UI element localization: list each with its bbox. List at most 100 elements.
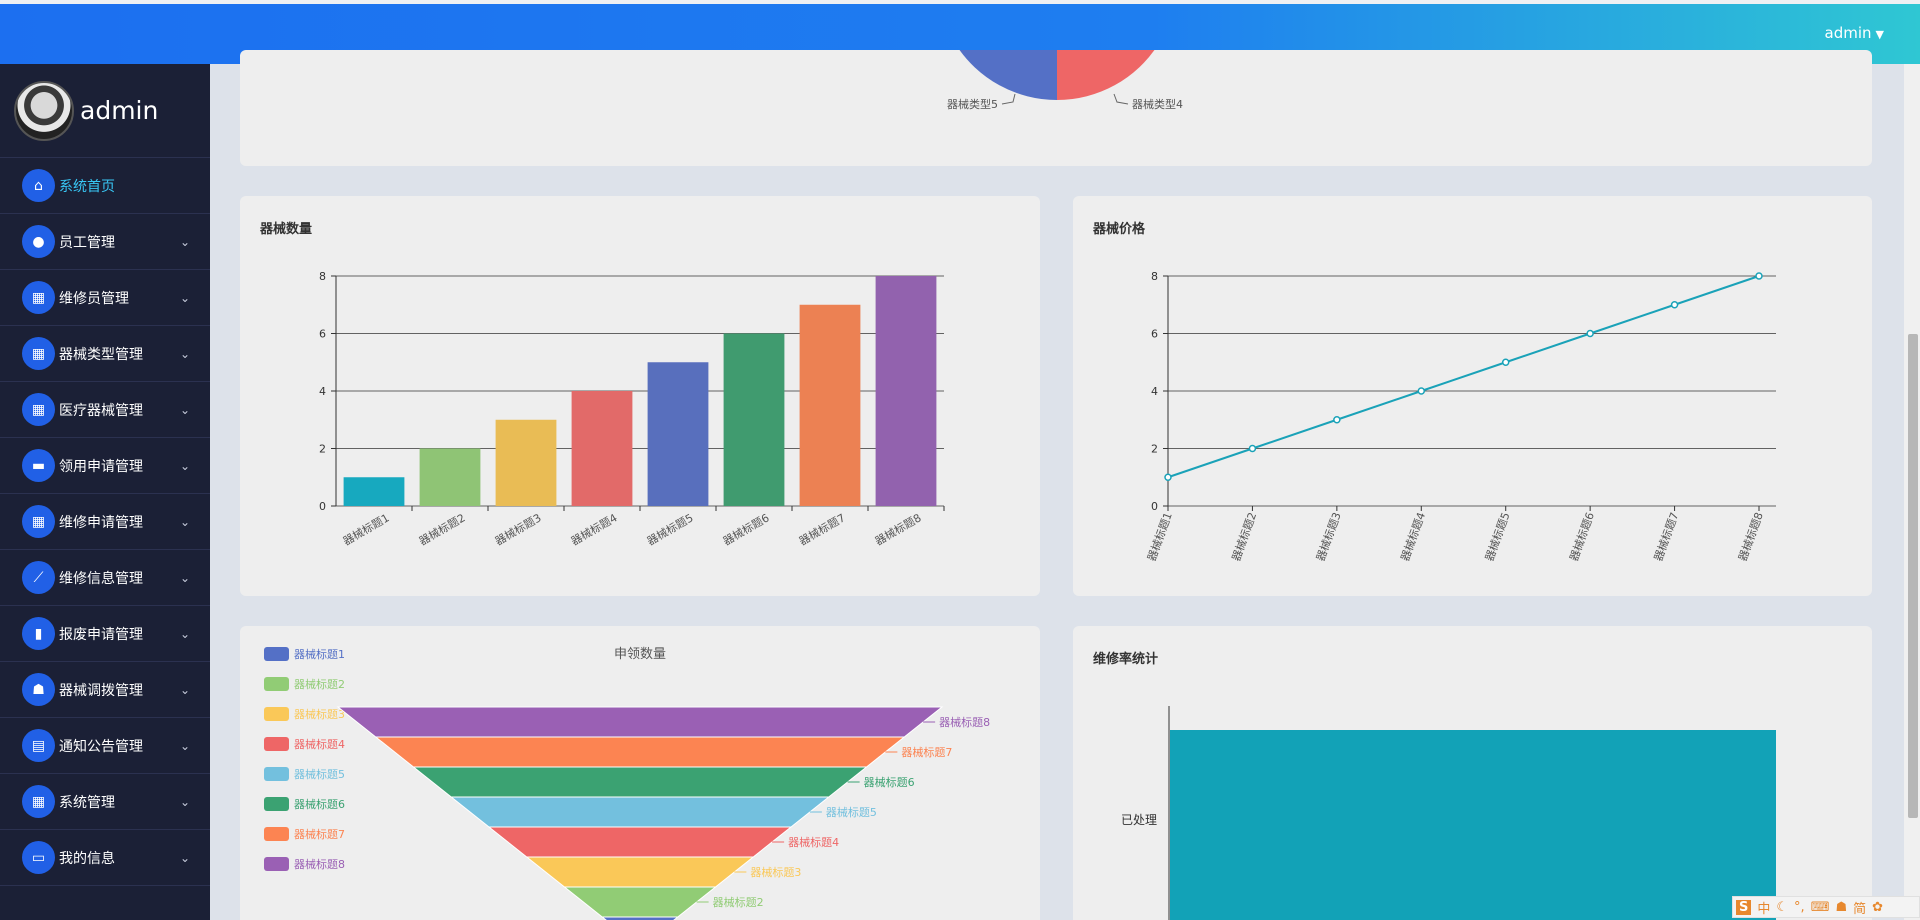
user-menu[interactable]: admin ▼ (1825, 24, 1884, 42)
ime-toolbar[interactable]: S 中 ☾ °, ⌨ ☗ 简 ✿ (1732, 896, 1920, 918)
repair-bar-chart: 已处理 (1121, 706, 1776, 920)
pie-card: 器械类型5 器械类型4 (240, 0, 1872, 166)
chevron-down-icon: ⌄ (179, 570, 190, 585)
grid-icon: ▦ (22, 505, 55, 538)
bar (875, 276, 937, 506)
funnel-label: 器械标题4 (788, 835, 839, 849)
ime-punct-icon[interactable]: °, (1794, 899, 1805, 915)
x-tick-label: 器械标题6 (720, 510, 771, 548)
pie-label-line (1001, 93, 1016, 105)
ime-user-icon[interactable]: ☗ (1835, 899, 1848, 915)
ime-moon-icon[interactable]: ☾ (1776, 899, 1789, 915)
funnel-chart-title: 申领数量 (614, 647, 666, 662)
sidebar-item-1[interactable]: ⌂ 系统首页 (0, 158, 210, 214)
x-tick-label: 器械标题6 (1566, 510, 1597, 563)
funnel-label: 器械标题8 (939, 715, 990, 729)
funnel-label: 器械标题2 (713, 895, 764, 909)
sidebar-item-label: 器械调拨管理 (59, 682, 143, 699)
funnel-card: 申领数量 器械标题1 器械标题2 器械标题3 器械标题4 器械标题5 器械标题6 器械标题7 器… (240, 626, 1040, 920)
bar (647, 362, 709, 506)
sidebar-item-7[interactable]: ▦ 维修申请管理 ⌄ (0, 494, 210, 550)
price-line-chart: 0 2 4 6 8 器械标题1 器械标题2 器械标题3 器械标题4 器械标题5 器械标题6 器械标题7… (1144, 270, 1776, 563)
bar-chart-icon: ▮ (22, 617, 55, 650)
document-icon: ▤ (22, 729, 55, 762)
profile-name: admin (80, 96, 159, 125)
x-tick-label: 器械标题4 (1398, 510, 1429, 563)
x-tick-label: 器械标题7 (796, 510, 847, 548)
sidebar-item-label: 领用申请管理 (59, 458, 143, 475)
scrollbar-thumb[interactable] (1908, 334, 1918, 818)
y-tick-label: 0 (1151, 500, 1158, 513)
chevron-down-icon: ⌄ (179, 794, 190, 809)
bar (419, 448, 481, 506)
funnel-segment (487, 826, 793, 858)
legend-label: 器械标题4 (294, 737, 345, 751)
avatar (14, 80, 74, 141)
x-tick-label: 器械标题3 (492, 510, 543, 548)
chevron-down-icon: ⌄ (179, 626, 190, 641)
sidebar-item-label: 报废申请管理 (59, 626, 143, 643)
repair-card: 维修率统计 已处理 (1073, 626, 1872, 920)
sidebar-item-10[interactable]: ☗ 器械调拨管理 ⌄ (0, 662, 210, 718)
sidebar-item-9[interactable]: ▮ 报废申请管理 ⌄ (0, 606, 210, 662)
x-tick-label: 器械标题5 (644, 510, 695, 548)
sidebar-item-4[interactable]: ▦ 器械类型管理 ⌄ (0, 326, 210, 382)
legend-label: 器械标题8 (294, 857, 345, 871)
ime-chinese-icon[interactable]: 中 (1757, 901, 1771, 917)
y-tick-label: 4 (1151, 385, 1158, 398)
chevron-down-icon: ⌄ (179, 290, 190, 305)
line-point (1586, 329, 1594, 338)
ime-settings-icon[interactable]: ✿ (1872, 899, 1884, 915)
funnel-label: 器械标题3 (750, 865, 801, 879)
page-scrollbar[interactable] (1904, 64, 1920, 920)
line-point (1333, 416, 1341, 424)
sidebar-item-3[interactable]: ▦ 维修员管理 ⌄ (0, 270, 210, 326)
price-chart-title: 器械价格 (1093, 222, 1146, 237)
sidebar-item-6[interactable]: ▬ 领用申请管理 ⌄ (0, 438, 210, 494)
pie-label: 器械类型4 (1132, 97, 1183, 111)
x-tick-label: 器械标题1 (1144, 510, 1175, 563)
funnel-segment (600, 916, 680, 920)
funnel-segment (412, 766, 868, 798)
legend-swatch (264, 647, 289, 661)
sidebar-menu: ⌂ 系统首页 ● 员工管理 ⌄ ▦ 维修员管理 ⌄ ▦ 器械类型管理 ⌄ ▦ 医疗器械管理 ⌄ ▬ 领用申请管… (0, 158, 210, 886)
x-tick-label: 器械标题7 (1651, 510, 1682, 563)
sidebar-item-5[interactable]: ▦ 医疗器械管理 ⌄ (0, 382, 210, 438)
chevron-down-icon: ⌄ (179, 682, 190, 697)
sidebar-item-2[interactable]: ● 员工管理 ⌄ (0, 214, 210, 270)
sidebar-item-label: 系统首页 (59, 178, 115, 195)
x-tick-label: 器械标题4 (568, 510, 619, 548)
x-tick-label: 器械标题8 (1735, 510, 1766, 563)
sidebar-item-label: 维修员管理 (59, 290, 129, 307)
x-tick-label: 器械标题5 (1482, 510, 1513, 563)
grid-icon: ▦ (22, 337, 55, 370)
sidebar-item-label: 器械类型管理 (59, 346, 143, 363)
line-point (1755, 272, 1763, 280)
sidebar-item-12[interactable]: ▦ 系统管理 ⌄ (0, 774, 210, 830)
chevron-down-icon: ⌄ (179, 850, 190, 865)
sidebar-profile: admin (0, 64, 210, 158)
x-tick-label: 器械标题3 (1313, 510, 1344, 563)
price-line (1167, 275, 1760, 479)
caret-down-icon: ▼ (1875, 28, 1884, 41)
legend-swatch (264, 767, 289, 781)
chevron-down-icon: ⌄ (179, 346, 190, 361)
ime-simplified-icon[interactable]: 简 (1853, 901, 1867, 917)
legend-label: 器械标题2 (294, 677, 345, 691)
chevron-down-icon: ⌄ (179, 402, 190, 417)
funnel-segment (374, 736, 906, 768)
sidebar-item-11[interactable]: ▤ 通知公告管理 ⌄ (0, 718, 210, 774)
y-tick-label: 2 (319, 443, 326, 456)
y-tick-label: 6 (1151, 328, 1158, 341)
repair-chart-title: 维修率统计 (1093, 652, 1159, 667)
home-icon: ⌂ (22, 169, 55, 202)
sidebar-item-13[interactable]: ▭ 我的信息 ⌄ (0, 830, 210, 886)
ime-keyboard-icon[interactable]: ⌨ (1810, 899, 1830, 915)
grid-icon: ▦ (22, 393, 55, 426)
sidebar-item-8[interactable]: ⟋ 维修信息管理 ⌄ (0, 550, 210, 606)
line-point (1670, 301, 1679, 309)
bar (343, 477, 405, 506)
bar (799, 304, 861, 506)
lightbulb-icon: ● (22, 225, 55, 258)
sidebar-item-label: 维修申请管理 (59, 514, 143, 531)
